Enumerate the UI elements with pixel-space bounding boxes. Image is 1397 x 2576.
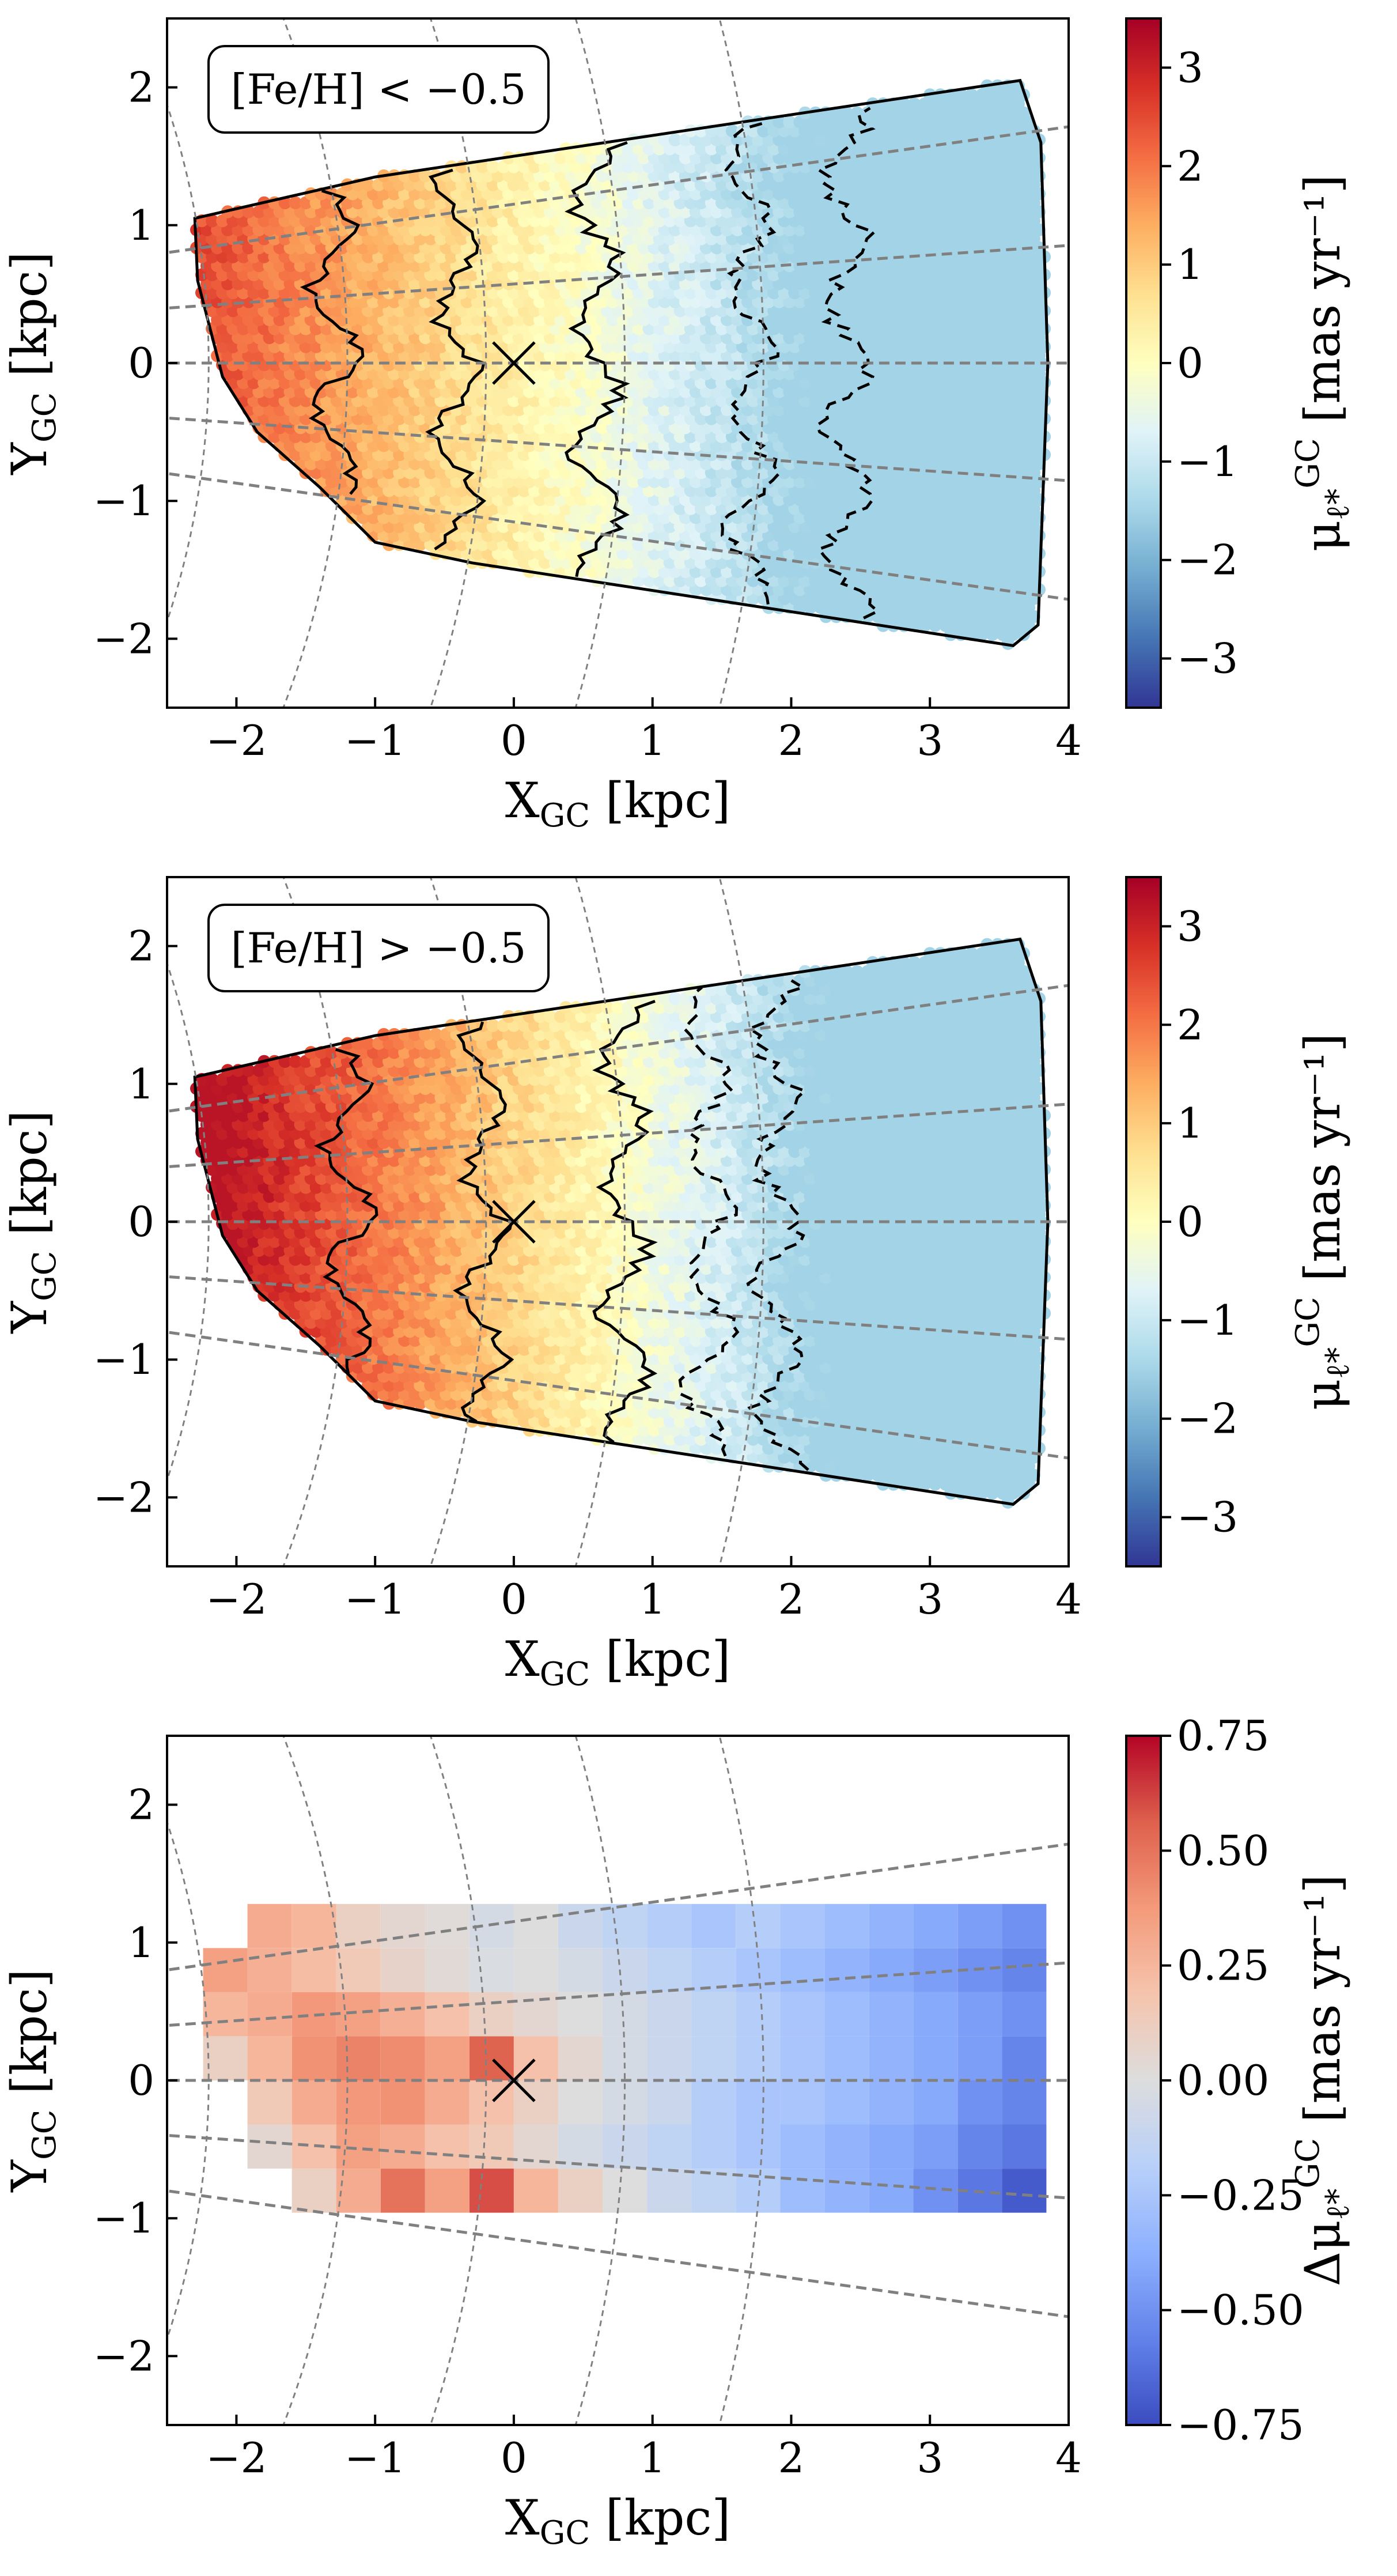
guide-radial bbox=[167, 244, 1069, 310]
guide-arc bbox=[718, 18, 764, 708]
panel-feh-low: −2 −1 0 1 2 3 4 −2 −1 0 1 2 XGC [kpc] YGC [kpc] [Fe/H]… bbox=[1, 17, 1357, 834]
hex-cell bbox=[773, 115, 786, 129]
hex-cell bbox=[486, 160, 499, 173]
hex-cell bbox=[533, 151, 547, 165]
guide-radial bbox=[167, 416, 1069, 482]
x-tick-label: 2 bbox=[778, 716, 805, 765]
hex-cell bbox=[289, 196, 302, 210]
hex-cell bbox=[206, 214, 219, 228]
hex-cell bbox=[783, 115, 796, 129]
hex-cell bbox=[476, 160, 489, 173]
x-tick-label: 0 bbox=[501, 716, 527, 765]
hex-cell bbox=[242, 205, 255, 218]
y-tick-label: 0 bbox=[128, 339, 154, 387]
guide-radial bbox=[167, 472, 1069, 601]
panel-label: [Fe/H] < −0.5 bbox=[231, 65, 527, 114]
guide-arc bbox=[574, 18, 626, 708]
x-tick-label: 4 bbox=[1055, 716, 1082, 765]
hex-cell bbox=[840, 106, 854, 120]
colorbar-tick-label: 1 bbox=[1177, 240, 1203, 289]
x-tick-label: −2 bbox=[206, 716, 267, 765]
x-axis-label: XGC [kpc] bbox=[505, 772, 730, 834]
hexbin-cells bbox=[190, 938, 1051, 1509]
galactic-center-marker bbox=[492, 341, 536, 385]
hex-cell bbox=[543, 151, 557, 165]
plot-area bbox=[167, 877, 1069, 1566]
guide-radial bbox=[167, 125, 1069, 254]
contour-solid bbox=[300, 189, 365, 495]
colorbar bbox=[1125, 17, 1162, 709]
y-tick-label: 2 bbox=[128, 63, 154, 112]
colorbar-tick-label: −1 bbox=[1177, 437, 1238, 486]
hex-cell bbox=[658, 133, 672, 146]
y-tick-label: −2 bbox=[93, 614, 154, 663]
x-tick-label: 1 bbox=[639, 716, 666, 765]
hex-cell bbox=[668, 133, 682, 146]
colorbar-tick-label: 0 bbox=[1177, 339, 1203, 387]
hex-cell bbox=[955, 88, 968, 101]
footprint-contour bbox=[193, 78, 1050, 648]
y-axis-label: YGC [kpc] bbox=[1, 251, 63, 475]
colorbar-tick-label: 3 bbox=[1177, 43, 1203, 92]
colorbar-tick-label: −3 bbox=[1177, 634, 1238, 683]
hex-cell bbox=[965, 88, 978, 101]
colorbar-tick-label: −2 bbox=[1177, 536, 1238, 584]
hex-cell bbox=[419, 169, 432, 183]
y-tick-label: 1 bbox=[128, 201, 154, 250]
x-tick-label: 3 bbox=[917, 716, 943, 765]
hex-cell bbox=[361, 178, 375, 191]
panel-label-box bbox=[207, 45, 550, 134]
contour-solid bbox=[425, 168, 487, 550]
plot-area bbox=[167, 18, 1069, 708]
colorbar-tick-label: 2 bbox=[1177, 142, 1203, 190]
x-tick-label: −1 bbox=[344, 716, 406, 765]
y-tick-label: −1 bbox=[93, 477, 154, 525]
colorbar-label: μℓ*GC [mas yr⁻¹] bbox=[1289, 175, 1357, 552]
hexbin-cells bbox=[190, 79, 1051, 650]
guide-arc bbox=[167, 102, 210, 624]
hex-cell bbox=[907, 97, 921, 111]
hex-cell bbox=[897, 97, 911, 111]
hex-cell bbox=[715, 124, 729, 138]
